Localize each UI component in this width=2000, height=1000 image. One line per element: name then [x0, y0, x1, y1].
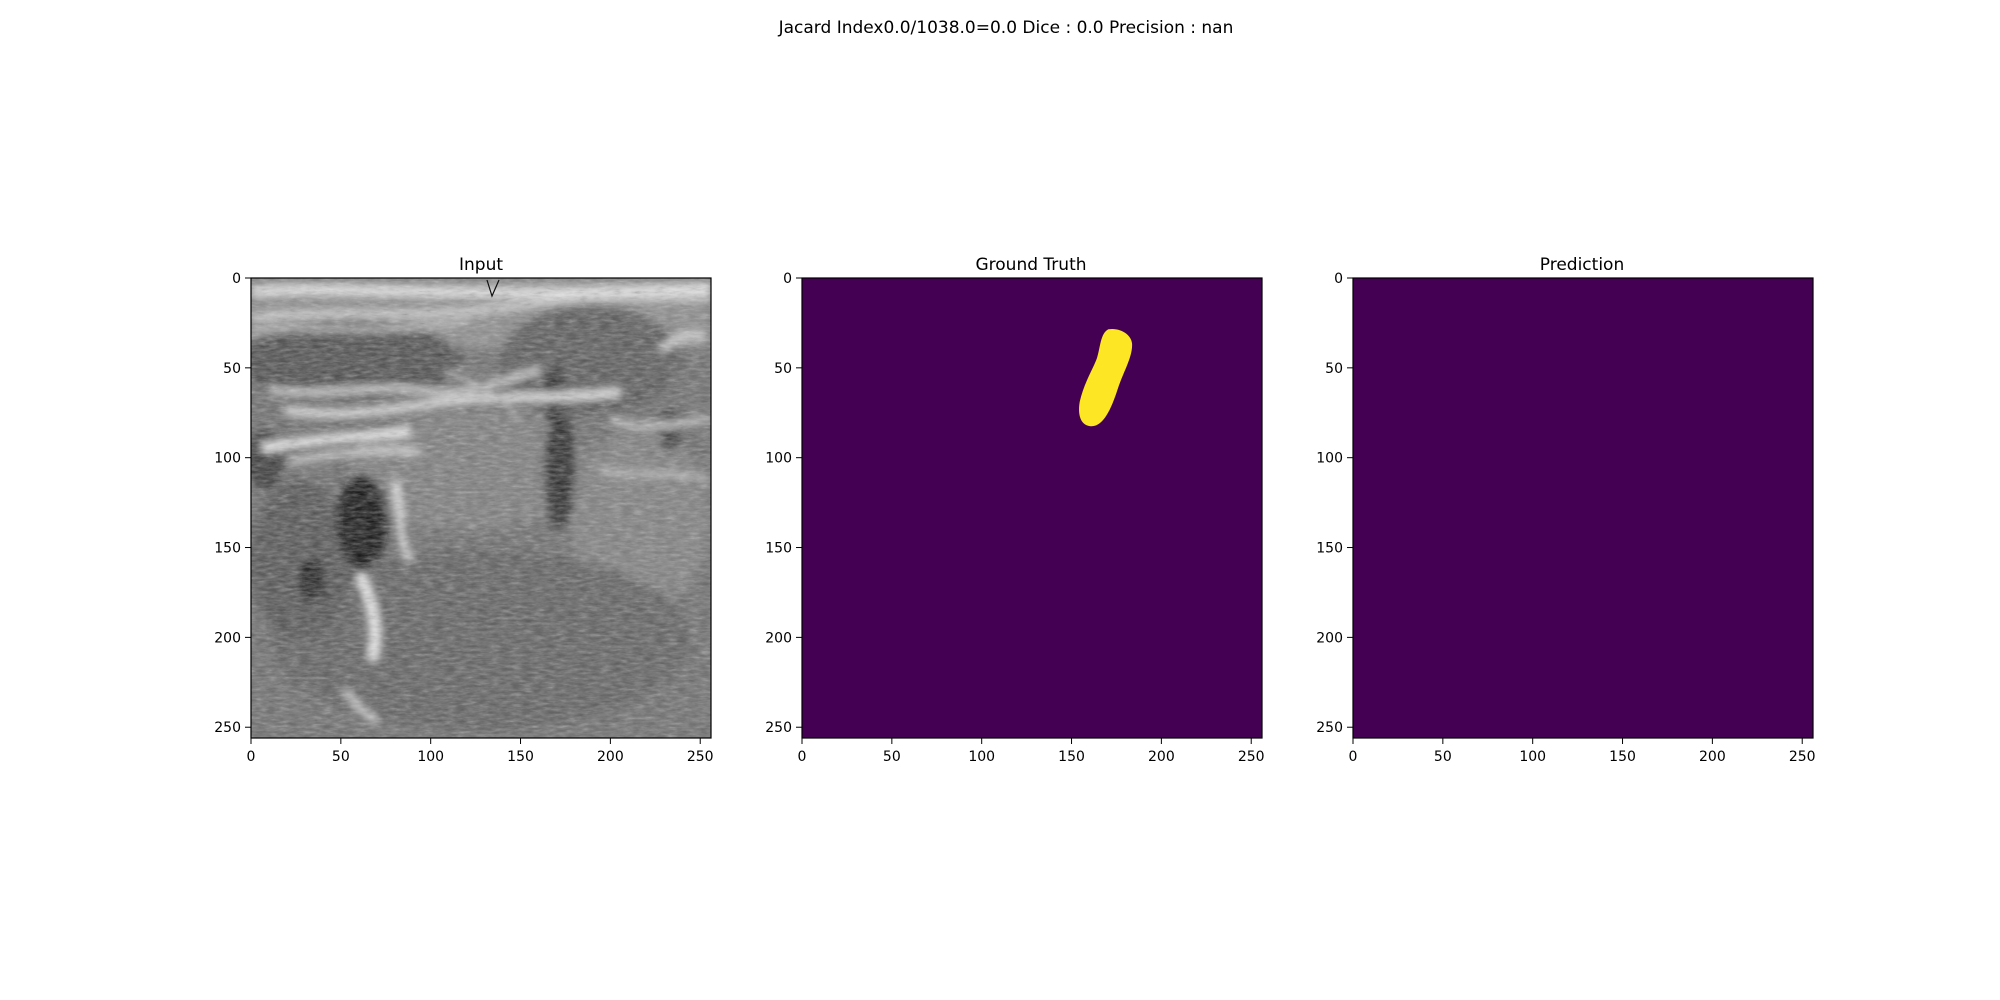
input-y-axis: 0 50 100 150 200 250 [214, 271, 251, 736]
ground-truth-panel: Ground Truth 0 50 100 150 200 250 0 50 100 150 20… [765, 255, 1264, 765]
prediction-panel-title: Prediction [1540, 255, 1624, 275]
y-tick-label: 150 [765, 541, 792, 557]
ground-truth-y-axis: 0 50 100 150 200 250 [765, 271, 802, 736]
x-tick-label: 100 [968, 749, 995, 765]
x-tick-label: 50 [332, 749, 350, 765]
prediction-y-axis: 0 50 100 150 200 250 [1316, 271, 1353, 736]
y-tick-label: 250 [214, 720, 241, 736]
x-tick-label: 100 [417, 749, 444, 765]
x-tick-label: 250 [687, 749, 714, 765]
y-tick-label: 100 [765, 451, 792, 467]
input-axes-frame [250, 277, 712, 739]
x-tick-label: 0 [1349, 749, 1358, 765]
y-tick-label: 200 [214, 630, 241, 646]
x-tick-label: 150 [507, 749, 534, 765]
input-panel-title: Input [459, 255, 503, 275]
ultrasound-image [251, 278, 711, 738]
ground-truth-x-axis: 0 50 100 150 200 250 [798, 738, 1265, 765]
y-tick-label: 100 [1316, 451, 1343, 467]
y-tick-label: 200 [1316, 630, 1343, 646]
ground-truth-mask [1079, 329, 1133, 427]
x-tick-label: 200 [1699, 749, 1726, 765]
x-tick-label: 200 [597, 749, 624, 765]
y-tick-label: 50 [223, 361, 241, 377]
prediction-background [1353, 278, 1813, 738]
input-x-axis: 0 50 100 150 200 250 [247, 738, 714, 765]
y-tick-label: 100 [214, 451, 241, 467]
x-tick-label: 0 [247, 749, 256, 765]
y-tick-label: 0 [783, 271, 792, 287]
prediction-panel: Prediction 0 50 100 150 200 250 0 50 100 150 200 2… [1316, 255, 1815, 765]
y-tick-label: 0 [1334, 271, 1343, 287]
x-tick-label: 250 [1789, 749, 1816, 765]
y-tick-label: 50 [774, 361, 792, 377]
y-tick-label: 150 [1316, 541, 1343, 557]
y-tick-label: 0 [232, 271, 241, 287]
x-tick-label: 150 [1058, 749, 1085, 765]
y-tick-label: 200 [765, 630, 792, 646]
x-tick-label: 100 [1519, 749, 1546, 765]
figure-title: Jacard Index0.0/1038.0=0.0 Dice : 0.0 Pr… [778, 18, 1234, 38]
input-panel: Input [214, 255, 713, 765]
ground-truth-axes-frame [801, 277, 1263, 739]
y-tick-label: 250 [765, 720, 792, 736]
x-tick-label: 200 [1148, 749, 1175, 765]
y-tick-label: 50 [1325, 361, 1343, 377]
x-tick-label: 50 [883, 749, 901, 765]
y-tick-label: 150 [214, 541, 241, 557]
ground-truth-background [802, 278, 1262, 738]
x-tick-label: 250 [1238, 749, 1265, 765]
y-tick-label: 250 [1316, 720, 1343, 736]
ground-truth-panel-title: Ground Truth [975, 255, 1086, 275]
x-tick-label: 50 [1434, 749, 1452, 765]
prediction-x-axis: 0 50 100 150 200 250 [1349, 738, 1816, 765]
x-tick-label: 0 [798, 749, 807, 765]
prediction-axes-frame [1352, 277, 1814, 739]
x-tick-label: 150 [1609, 749, 1636, 765]
